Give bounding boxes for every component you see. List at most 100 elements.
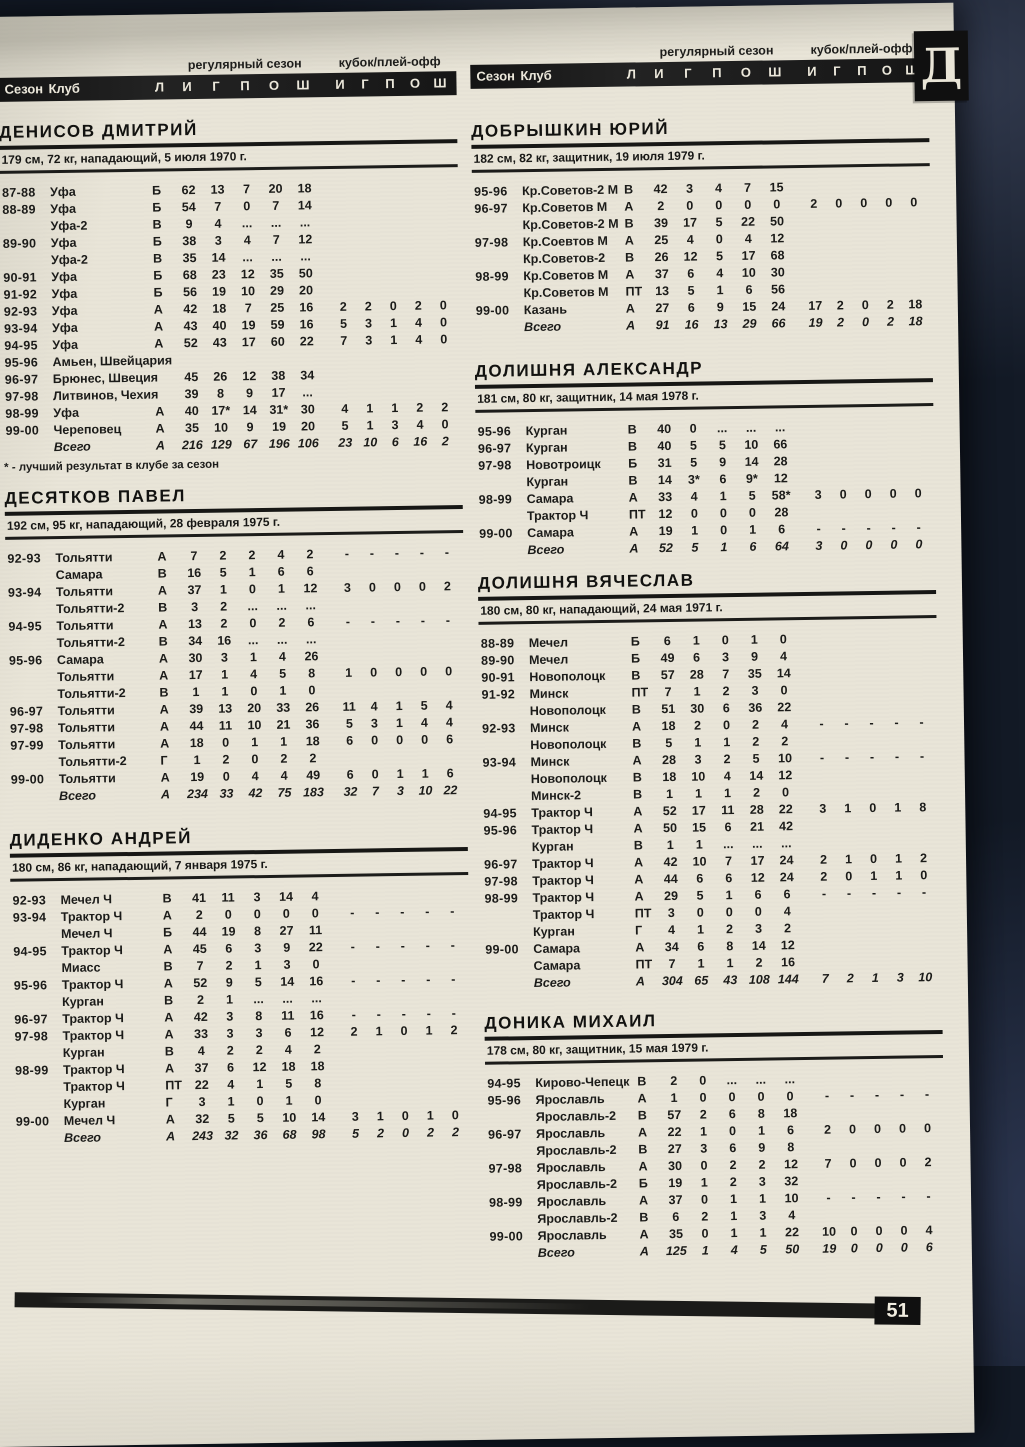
regular-stat-cell: 39 bbox=[189, 701, 204, 717]
playoff-stat-cell bbox=[412, 748, 437, 765]
regular-stat-cell: 6 bbox=[719, 472, 727, 487]
row-gap bbox=[791, 196, 801, 213]
playoff-stat-cell: 2 bbox=[350, 1024, 358, 1039]
playoff-stat-cell: 0 bbox=[885, 195, 893, 210]
playoff-stat-cell bbox=[912, 952, 937, 969]
regular-stat-cell: 0 bbox=[715, 232, 723, 247]
season-cell: 95-96 bbox=[473, 184, 508, 199]
regular-stat-cell: 66 bbox=[771, 316, 786, 331]
regular-stat-cell: 6 bbox=[687, 300, 695, 315]
season-cell: 95-96 bbox=[477, 424, 512, 439]
regular-stat-cell: 35 bbox=[669, 1226, 684, 1242]
playoff-stat-cell bbox=[816, 1207, 841, 1224]
playoff-stat-cell bbox=[354, 196, 379, 213]
regular-stat-cell: 8 bbox=[787, 1140, 795, 1155]
player-section: ДЕСЯТКОВ ПАВЕЛ 192 см, 95 кг, нападающий,… bbox=[4, 482, 467, 806]
league-cell: А bbox=[163, 976, 173, 991]
regular-stat-cell: 6 bbox=[663, 633, 671, 649]
playoff-stat-cell bbox=[876, 178, 901, 195]
club-cell: Новополоцк bbox=[530, 770, 607, 787]
playoff-stat-cell bbox=[906, 502, 931, 519]
regular-stat-cell: 3 bbox=[700, 1141, 708, 1156]
league-cell: В bbox=[157, 566, 167, 581]
playoff-stat-cell: 1 bbox=[391, 401, 399, 416]
row-gap bbox=[795, 436, 805, 453]
regular-stat-cell: 43 bbox=[212, 335, 227, 350]
league-cell: В bbox=[637, 1108, 647, 1123]
regular-stat-cell: 42 bbox=[183, 301, 198, 317]
regular-stat-cell: 0 bbox=[728, 1124, 737, 1139]
regular-stat-cell: 0 bbox=[780, 683, 788, 698]
playoff-stat-cell: - bbox=[844, 716, 849, 731]
regular-stat-cell: 1 bbox=[729, 1192, 738, 1207]
regular-stat-cell: 6 bbox=[672, 1209, 680, 1225]
regular-stat-cell: 16 bbox=[684, 317, 699, 332]
playoff-stat-cell bbox=[901, 177, 926, 194]
playoff-stat-cell bbox=[355, 230, 380, 247]
regular-stat-cell: 10 bbox=[240, 284, 256, 299]
season-cell: 93-94 bbox=[7, 585, 42, 600]
playoff-stat-cell bbox=[852, 263, 877, 280]
regular-stat-cell: 0 bbox=[699, 1090, 707, 1105]
playoff-stat-cell bbox=[840, 1104, 865, 1121]
playoff-stat-cell bbox=[860, 766, 885, 783]
regular-stat-cell: 1 bbox=[750, 632, 758, 647]
playoff-stat-cell: 0 bbox=[849, 1156, 857, 1171]
row-gap bbox=[799, 750, 809, 767]
regular-stat-cell: 17 bbox=[741, 248, 756, 263]
regular-stat-cell: 14 bbox=[278, 889, 294, 904]
playoff-stat-cell bbox=[858, 664, 883, 681]
regular-stat-cell: 44 bbox=[663, 871, 678, 887]
league-cell: В bbox=[152, 251, 163, 266]
regular-stat-cell: 6 bbox=[226, 1060, 235, 1075]
playoff-stat-cell bbox=[360, 596, 385, 613]
regular-stat-cell: 14 bbox=[280, 974, 295, 989]
season-cell bbox=[6, 567, 54, 585]
regular-stat-cell: 36 bbox=[748, 700, 763, 715]
playoff-stat-cell: 4 bbox=[370, 699, 378, 714]
playoff-stat-cell bbox=[361, 630, 386, 647]
regular-stat-cell: 43 bbox=[723, 973, 738, 988]
row-gap bbox=[800, 818, 810, 835]
playoff-stat-cell: 1 bbox=[895, 868, 903, 883]
header-league: Л bbox=[626, 66, 637, 82]
playoff-stat-cell bbox=[361, 681, 386, 698]
letter-index-tab: Д bbox=[913, 30, 969, 102]
regular-stat-cell: 10 bbox=[282, 1110, 297, 1125]
playoff-stat-cell bbox=[367, 1091, 392, 1108]
playoff-stat-cell bbox=[802, 281, 827, 298]
playoff-stat-cell: 0 bbox=[889, 486, 897, 501]
league-cell: А bbox=[160, 736, 170, 751]
playoff-stat-cell bbox=[826, 178, 851, 195]
regular-stat-cell: 6 bbox=[783, 887, 791, 902]
league-cell: В bbox=[631, 702, 641, 717]
playoff-stat-cell: 0 bbox=[845, 869, 853, 884]
playoff-stat-cell bbox=[392, 1040, 417, 1057]
playoff-stat-cell: - bbox=[376, 973, 381, 988]
row-gap bbox=[326, 648, 336, 665]
playoff-stat-cell bbox=[916, 1205, 941, 1222]
club-cell: Тольятти-2 bbox=[56, 635, 125, 651]
row-gap bbox=[802, 954, 812, 971]
regular-stat-cell: 2 bbox=[781, 734, 789, 749]
regular-stat-cell: 8 bbox=[726, 939, 734, 954]
playoff-stat-cell bbox=[889, 1069, 914, 1086]
playoff-stat-cell bbox=[364, 887, 389, 904]
regular-stat-cell: 8 bbox=[314, 1076, 322, 1091]
playoff-stat-cell: - bbox=[826, 1190, 831, 1205]
playoff-stat-cell bbox=[886, 833, 911, 850]
row-gap bbox=[319, 214, 329, 231]
regular-stat-cell: 36 bbox=[305, 717, 320, 732]
regular-stat-cell: 41 bbox=[191, 890, 207, 906]
regular-stat-cell: 5 bbox=[689, 438, 697, 453]
playoff-stat-cell: - bbox=[849, 1088, 855, 1103]
club-cell: Уфа-2 bbox=[50, 218, 88, 234]
club-cell: Уфа bbox=[51, 286, 78, 302]
regular-stat-cell: 0 bbox=[786, 1089, 794, 1104]
header-playoff-stat: О bbox=[409, 75, 421, 91]
regular-stat-cell: ... bbox=[300, 249, 311, 264]
playoff-stat-cell bbox=[909, 731, 934, 748]
season-cell: 97-98 bbox=[474, 235, 509, 250]
playoff-stat-cell: 2 bbox=[339, 299, 347, 314]
club-cell: Минск bbox=[529, 720, 570, 736]
